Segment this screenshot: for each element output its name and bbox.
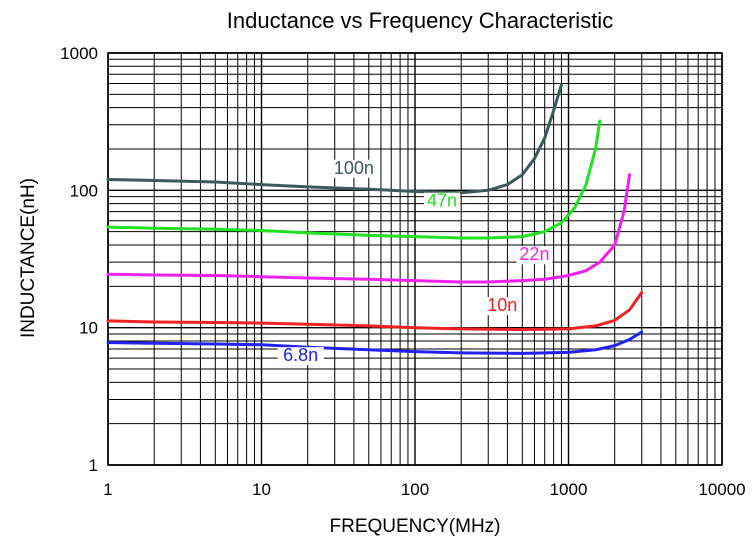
series-line-22n <box>106 173 632 284</box>
x-tick-label: 1000 <box>550 480 588 499</box>
y-tick-label: 1000 <box>60 44 98 63</box>
series-label-100n: 100n <box>334 158 374 178</box>
y-tick-label: 10 <box>79 319 98 338</box>
x-tick-label: 1 <box>103 480 112 499</box>
y-axis-label: INDUCTANCE(nH) <box>18 178 39 338</box>
x-tick-label: 10 <box>252 480 271 499</box>
y-tick-label: 100 <box>70 181 98 200</box>
series-label-bg <box>330 159 377 178</box>
series-label-bg <box>424 192 461 211</box>
series-label-bg <box>516 246 553 265</box>
series-group: 100n 47n 22n 10n 6.8n <box>106 83 644 366</box>
plot-frame <box>107 52 723 466</box>
series-label-6.8n: 6.8n <box>283 345 318 365</box>
series-line-47n <box>106 119 602 240</box>
plot-grid <box>107 52 723 466</box>
x-tick-label: 10000 <box>698 480 745 499</box>
series-label-bg <box>277 347 324 366</box>
series-line-10n <box>106 291 644 331</box>
series-label-10n: 10n <box>487 295 517 315</box>
series-line-100n <box>106 83 563 195</box>
series-line-6.8n <box>106 330 644 355</box>
x-tick-label: 100 <box>401 480 429 499</box>
series-label-bg <box>484 297 521 316</box>
x-axis-label: FREQUENCY(MHz) <box>330 516 501 537</box>
y-tick-label: 1 <box>89 456 98 475</box>
chart-title: Inductance vs Frequency Characteristic <box>227 8 613 33</box>
series-label-22n: 22n <box>519 244 549 264</box>
series-label-47n: 47n <box>427 191 457 211</box>
tick-labels: 1 10 100 1000 10000 1 10 100 1000 <box>60 44 745 499</box>
